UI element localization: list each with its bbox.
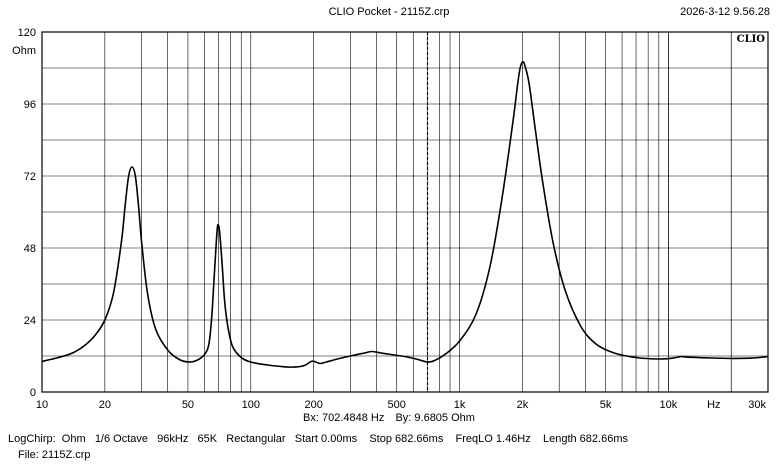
file-name: File: 2115Z.crp	[18, 449, 91, 461]
y-tick-label: 120	[18, 27, 36, 39]
x-tick-label: 30k	[748, 399, 766, 410]
x-tick-label: 50	[182, 399, 194, 410]
impedance-curve	[41, 60, 769, 368]
y-unit-label: Ohm	[12, 45, 36, 57]
x-tick-label: 10	[36, 399, 48, 410]
y-tick-label: 72	[24, 171, 36, 183]
y-tick-label: 0	[30, 387, 36, 399]
timestamp: 2026-3-12 9.56.28	[680, 6, 770, 18]
x-tick-label: 5k	[600, 399, 612, 410]
y-tick-label: 24	[24, 315, 36, 327]
x-tick-label: 10k	[660, 399, 678, 410]
x-tick-label: 200	[304, 399, 322, 410]
x-axis: 10 20 50 100 200 500 1k 2k 5k 10k 30k	[36, 399, 767, 410]
x-tick-label: 2k	[517, 399, 529, 410]
x-unit-label: Hz	[707, 399, 720, 410]
plot-frame	[41, 31, 769, 393]
x-tick-label: 500	[388, 399, 406, 410]
y-tick-label: 96	[24, 99, 36, 111]
cursor-readout: Bx: 702.4848 Hz By: 9.6805 Ohm	[0, 412, 778, 424]
x-tick-label: 1k	[454, 399, 466, 410]
y-axis: 0 24 48 72 96 120	[18, 27, 36, 399]
chart-title: CLIO Pocket - 2115Z.crp	[328, 6, 450, 18]
cursor-x-value: Bx: 702.4848 Hz	[303, 412, 385, 424]
measurement-settings: LogChirp: Ohm 1/6 Octave 96kHz 65K Recta…	[8, 433, 628, 445]
grid	[41, 31, 769, 393]
clio-logo: CLIO	[737, 34, 766, 45]
y-tick-label: 48	[24, 243, 36, 255]
cursor-y-value: By: 9.6805 Ohm	[395, 412, 475, 424]
x-tick-label: 20	[99, 399, 111, 410]
impedance-chart[interactable]: 0 24 48 72 96 120 10 20 50 100 200 500 1k 2k 5k 10k 30k…	[0, 0, 778, 410]
x-tick-label: 100	[242, 399, 260, 410]
